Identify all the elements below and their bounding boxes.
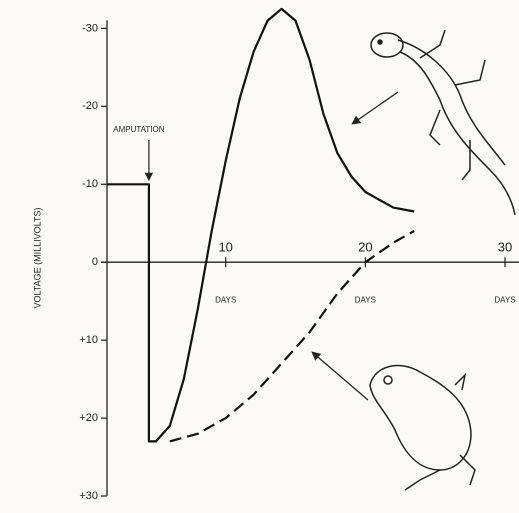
frog-illustration [369,364,476,491]
y-tick-label: 0 [92,256,98,268]
data-line [107,7,415,443]
y-tick-label: -30 [82,22,98,34]
x-tick-unit: DAYS [494,295,515,304]
y-tick-label: -20 [82,100,98,112]
frog-arrow [311,351,369,401]
salamander-arrow [351,91,399,125]
data-line [169,230,415,443]
x-tick-unit: DAYS [215,295,236,304]
x-tick-unit: DAYS [355,295,376,304]
x-tick-label: 10 [218,240,232,255]
y-tick-label: +20 [79,412,98,424]
x-tick-label: 30 [498,240,512,255]
x-tick-label: 20 [358,240,372,255]
y-tick-label: -10 [82,178,98,190]
annotation: AMPUTATION [113,125,164,134]
y-tick-label: +10 [79,334,98,346]
y-axis-label: VOLTAGE (MILLIVOLTS) [32,207,42,308]
y-tick-label: +30 [79,490,98,502]
salamander-illustration [370,29,516,216]
